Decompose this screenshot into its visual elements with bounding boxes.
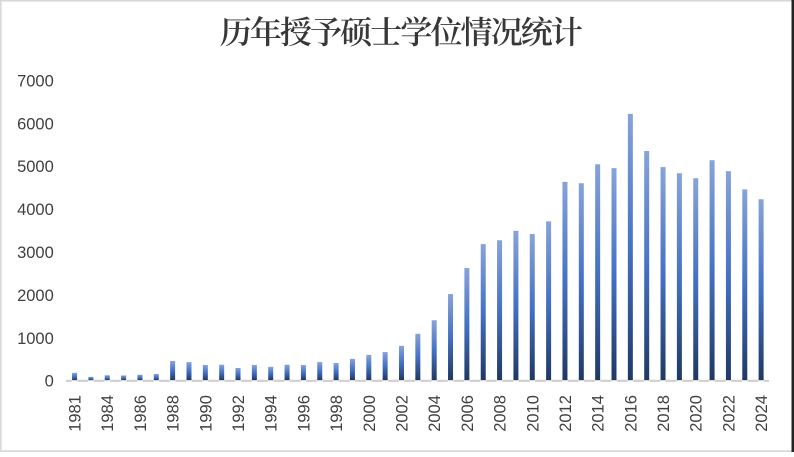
svg-text:2018: 2018 [655, 395, 673, 432]
svg-text:2000: 2000 [361, 395, 379, 432]
svg-text:2002: 2002 [393, 395, 411, 432]
svg-text:0: 0 [45, 373, 54, 391]
svg-text:3000: 3000 [17, 244, 54, 262]
svg-text:2022: 2022 [720, 395, 738, 432]
svg-text:2020: 2020 [688, 395, 706, 432]
svg-text:1986: 1986 [132, 395, 150, 432]
svg-text:4000: 4000 [17, 201, 54, 219]
svg-text:2004: 2004 [426, 395, 444, 432]
svg-text:2024: 2024 [753, 395, 771, 432]
svg-text:1990: 1990 [197, 395, 215, 432]
svg-text:2016: 2016 [622, 395, 640, 432]
svg-text:1994: 1994 [263, 395, 281, 432]
svg-text:6000: 6000 [17, 115, 54, 133]
svg-text:2012: 2012 [557, 395, 575, 432]
svg-text:1984: 1984 [99, 395, 117, 432]
svg-text:1996: 1996 [295, 395, 313, 432]
svg-text:2014: 2014 [590, 395, 608, 432]
svg-text:2010: 2010 [524, 395, 542, 432]
svg-text:1998: 1998 [328, 395, 346, 432]
svg-text:1988: 1988 [165, 395, 183, 432]
svg-text:1992: 1992 [230, 395, 248, 432]
svg-text:2008: 2008 [492, 395, 510, 432]
svg-text:5000: 5000 [17, 158, 54, 176]
svg-text:1000: 1000 [17, 330, 54, 348]
svg-text:1981: 1981 [67, 395, 85, 432]
svg-text:7000: 7000 [17, 72, 54, 90]
svg-text:2000: 2000 [17, 287, 54, 305]
svg-text:2006: 2006 [459, 395, 477, 432]
